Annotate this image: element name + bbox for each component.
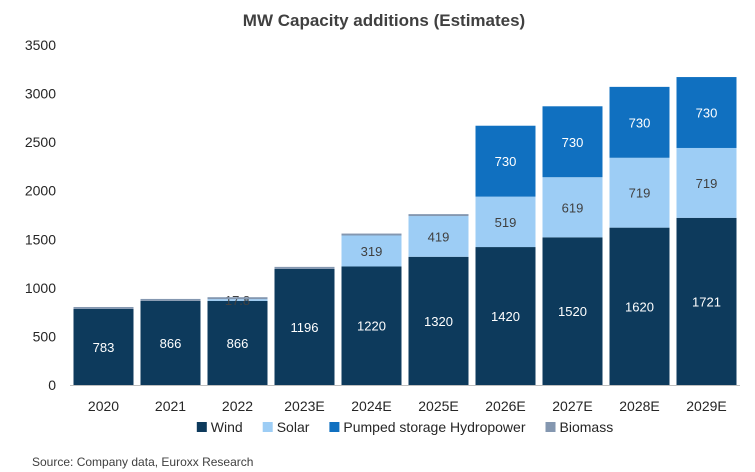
legend-swatch [262,422,273,432]
data-label: 1721 [692,294,721,309]
bar-segment-solar [341,235,402,267]
bar-segment-pumped-storage-hydropower [609,86,670,158]
bar-segment-wind [408,256,469,385]
data-label: 719 [629,186,651,201]
y-tick-label: 2500 [25,134,56,150]
data-label: 17.8 [225,293,250,308]
bar-segment-wind [140,300,201,385]
data-label: 319 [361,244,383,259]
data-label: 866 [227,336,249,351]
data-label: 1620 [625,299,654,314]
y-tick-label: 500 [33,328,57,344]
bar-segment-wind [676,217,737,385]
legend: Wind Solar Pumped storage Hydropower Biomas… [196,419,614,435]
chart-title: MW Capacity additions (Estimates) [243,11,525,30]
y-axis: 0 500 1000 1500 2000 2500 3000 3500 [25,37,56,393]
data-label: 519 [495,215,517,230]
x-tick-label: 2024E [351,398,391,414]
y-tick-label: 1500 [25,231,56,247]
y-tick-label: 3500 [25,37,56,53]
data-label: 619 [562,200,584,215]
data-label: 783 [93,340,115,355]
data-label: 730 [629,115,651,130]
data-label: 1420 [491,309,520,324]
x-tick-label: 2028E [619,398,659,414]
x-tick-label: 2022 [222,398,253,414]
bar-segment-biomass [408,214,469,217]
x-tick-label: 2026E [485,398,525,414]
x-tick-label: 2023E [284,398,324,414]
bar-segment-solar [542,177,603,238]
data-label: 1320 [424,314,453,329]
x-tick-label: 2027E [552,398,592,414]
legend-swatch [329,422,340,432]
bar-segment-pumped-storage-hydropower [542,106,603,178]
data-label: 419 [428,229,450,244]
bar-segment-solar [676,147,737,218]
bar-segment-biomass [140,298,201,301]
data-label: 1220 [357,319,386,334]
bar-segment-wind [73,308,134,385]
legend-label: Wind [211,419,243,435]
data-label: 730 [696,106,718,121]
bar-segment-wind [542,237,603,385]
legend-swatch [196,422,207,432]
bar-segment-biomass [207,297,268,300]
y-tick-label: 2000 [25,183,56,199]
source-note: Source: Company data, Euroxx Research [32,455,253,469]
bar-segment-wind [207,300,268,385]
data-label: 719 [696,176,718,191]
y-tick-label: 1000 [25,280,56,296]
data-label: 1520 [558,304,587,319]
y-tick-label: 0 [48,377,56,393]
bar-segment-solar [609,157,670,228]
x-tick-label: 2021 [155,398,186,414]
bars: 783 866 866 17.8 1196 1220 319 1320 419 1420 519 73… [73,77,737,385]
legend-swatch [545,422,556,432]
data-label: 1196 [291,320,319,335]
bar-segment-pumped-storage-hydropower [676,77,737,148]
bar-segment-wind [475,247,536,385]
legend-items: Wind Solar Pumped storage Hydropower Biomas… [196,419,614,435]
bar-segment-wind [341,266,402,385]
bar-segment-biomass [341,233,402,236]
bar-segment-pumped-storage-hydropower [475,125,536,197]
legend-label: Solar [277,419,310,435]
legend-label: Biomass [560,419,614,435]
data-label: 730 [495,154,517,169]
bar-segment-biomass [274,266,335,269]
x-tick-label: 2020 [88,398,119,414]
x-axis: 2020 2021 2022 2023E 2024E 2025E 2026E 2027E 202… [70,385,740,414]
x-tick-label: 2025E [418,398,458,414]
legend-label: Pumped storage Hydropower [343,419,525,435]
bar-segment-solar [475,196,536,248]
x-tick-label: 2029E [686,398,726,414]
bar-segment-wind [274,268,335,385]
bar-segment-wind [609,227,670,385]
bar-segment-biomass [73,306,134,309]
bar-segment-solar [207,299,268,301]
data-label: 730 [562,135,584,150]
bar-segment-solar [408,216,469,257]
data-label: 866 [160,336,182,351]
y-tick-label: 3000 [25,86,56,102]
